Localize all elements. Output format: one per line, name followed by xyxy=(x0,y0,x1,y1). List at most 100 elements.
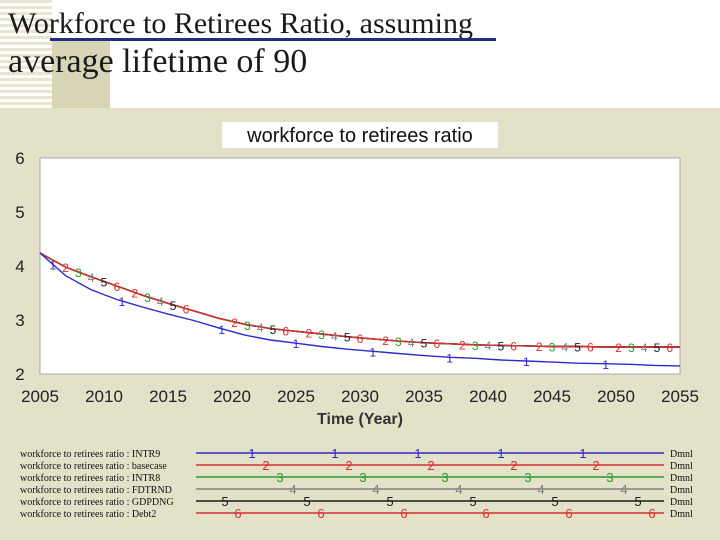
slide-title: Workforce to Retirees Ratio, assuming av… xyxy=(8,6,473,82)
series-marker-4: 4 xyxy=(88,271,95,285)
legend-marker-3: 3 xyxy=(359,470,366,485)
series-marker-2: 2 xyxy=(62,261,69,275)
legend-marker-6: 6 xyxy=(565,506,572,521)
series-marker-3: 3 xyxy=(75,266,82,280)
legend-marker-3: 3 xyxy=(524,470,531,485)
x-tick-label: 2045 xyxy=(533,387,571,406)
legend-series-name: workforce to retirees ratio : INTR9 xyxy=(20,449,160,460)
series-marker-5: 5 xyxy=(497,339,504,353)
legend-marker-5: 5 xyxy=(221,494,228,509)
series-marker-6: 6 xyxy=(357,332,364,346)
series-marker-1: 1 xyxy=(602,358,609,372)
legend-unit: Dmnl xyxy=(670,485,693,496)
legend-marker-3: 3 xyxy=(276,470,283,485)
x-tick-label: 2030 xyxy=(341,387,379,406)
series-marker-2: 2 xyxy=(459,338,466,352)
y-axis: 2 3 4 5 6 xyxy=(15,149,24,384)
series-marker-6: 6 xyxy=(183,303,190,317)
series-marker-4: 4 xyxy=(408,336,415,350)
series-marker-3: 3 xyxy=(549,340,556,354)
series-marker-5: 5 xyxy=(574,340,581,354)
series-marker-1: 1 xyxy=(369,345,376,359)
x-tick-label: 2040 xyxy=(469,387,507,406)
y-tick-label: 3 xyxy=(15,311,24,330)
legend-series-name: workforce to retirees ratio : Debt2 xyxy=(20,509,156,520)
chart-title: workforce to retirees ratio xyxy=(246,125,473,147)
legend-marker-6: 6 xyxy=(400,506,407,521)
series-marker-5: 5 xyxy=(654,341,661,355)
series-marker-3: 3 xyxy=(395,335,402,349)
legend-unit: Dmnl xyxy=(670,461,693,472)
legend-series-name: workforce to retirees ratio : FDTRND xyxy=(20,485,172,496)
series-marker-3: 3 xyxy=(318,328,325,342)
legend-marker-5: 5 xyxy=(303,494,310,509)
legend-marker-2: 2 xyxy=(345,458,352,473)
legend-marker-1: 1 xyxy=(331,446,338,461)
legend-marker-6: 6 xyxy=(317,506,324,521)
x-tick-label: 2005 xyxy=(21,387,59,406)
legend-marker-6: 6 xyxy=(234,506,241,521)
series-line-6 xyxy=(39,252,680,348)
series-marker-1: 1 xyxy=(49,258,56,272)
y-tick-label: 5 xyxy=(15,203,24,222)
legend-series-name: workforce to retirees ratio : GDPDNG xyxy=(20,497,174,508)
legend-marker-5: 5 xyxy=(386,494,393,509)
legend-unit: Dmnl xyxy=(670,509,693,520)
series-marker-5: 5 xyxy=(101,275,108,289)
legend-marker-3: 3 xyxy=(441,470,448,485)
x-tick-label: 2025 xyxy=(277,387,315,406)
legend-unit: Dmnl xyxy=(670,473,693,484)
series-marker-4: 4 xyxy=(485,339,492,353)
y-tick-label: 2 xyxy=(15,365,24,384)
x-tick-label: 2015 xyxy=(149,387,187,406)
legend-marker-2: 2 xyxy=(427,458,434,473)
series-marker-4: 4 xyxy=(257,321,264,335)
legend-marker-1: 1 xyxy=(414,446,421,461)
series-marker-1: 1 xyxy=(523,355,530,369)
legend-marker-6: 6 xyxy=(482,506,489,521)
series-line-1 xyxy=(39,252,681,367)
series-marker-1: 1 xyxy=(446,351,453,365)
legend-marker-1: 1 xyxy=(248,446,255,461)
series-marker-3: 3 xyxy=(628,341,635,355)
series-marker-6: 6 xyxy=(510,340,517,354)
x-tick-label: 2020 xyxy=(213,387,251,406)
series-marker-4: 4 xyxy=(331,329,338,343)
series-marker-2: 2 xyxy=(536,340,543,354)
legend-marker-2: 2 xyxy=(262,458,269,473)
series-marker-5: 5 xyxy=(344,331,351,345)
legend-marker-5: 5 xyxy=(634,494,641,509)
series-marker-6: 6 xyxy=(666,341,673,355)
series-marker-3: 3 xyxy=(244,319,251,333)
legend-marker-3: 3 xyxy=(606,470,613,485)
x-tick-label: 2055 xyxy=(661,387,699,406)
x-tick-label: 2050 xyxy=(597,387,635,406)
chart-title-box xyxy=(222,122,498,148)
series-marker-2: 2 xyxy=(131,286,138,300)
legend-marker-5: 5 xyxy=(469,494,476,509)
series-marker-1: 1 xyxy=(293,337,300,351)
x-tick-label: 2010 xyxy=(85,387,123,406)
series-marker-1: 1 xyxy=(218,323,225,337)
legend-marker-5: 5 xyxy=(551,494,558,509)
legend-marker-6: 6 xyxy=(648,506,655,521)
series-marker-6: 6 xyxy=(587,341,594,355)
series-marker-5: 5 xyxy=(421,337,428,351)
series-marker-2: 2 xyxy=(305,327,312,341)
legend-unit: Dmnl xyxy=(670,449,693,460)
series-marker-5: 5 xyxy=(270,323,277,337)
series-marker-2: 2 xyxy=(615,341,622,355)
legend-marker-2: 2 xyxy=(510,458,517,473)
legend-series-name: workforce to retirees ratio : basecase xyxy=(20,461,167,472)
legend: workforce to retirees ratio : INTR9 1 1 1 1 1… xyxy=(20,446,693,521)
series-marker-5: 5 xyxy=(170,299,177,313)
series-marker-1: 1 xyxy=(119,295,126,309)
legend-unit: Dmnl xyxy=(670,497,693,508)
legend-marker-4: 4 xyxy=(455,482,462,497)
series-marker-4: 4 xyxy=(157,295,164,309)
legend-marker-4: 4 xyxy=(537,482,544,497)
series-marker-6: 6 xyxy=(433,337,440,351)
legend-marker-4: 4 xyxy=(372,482,379,497)
